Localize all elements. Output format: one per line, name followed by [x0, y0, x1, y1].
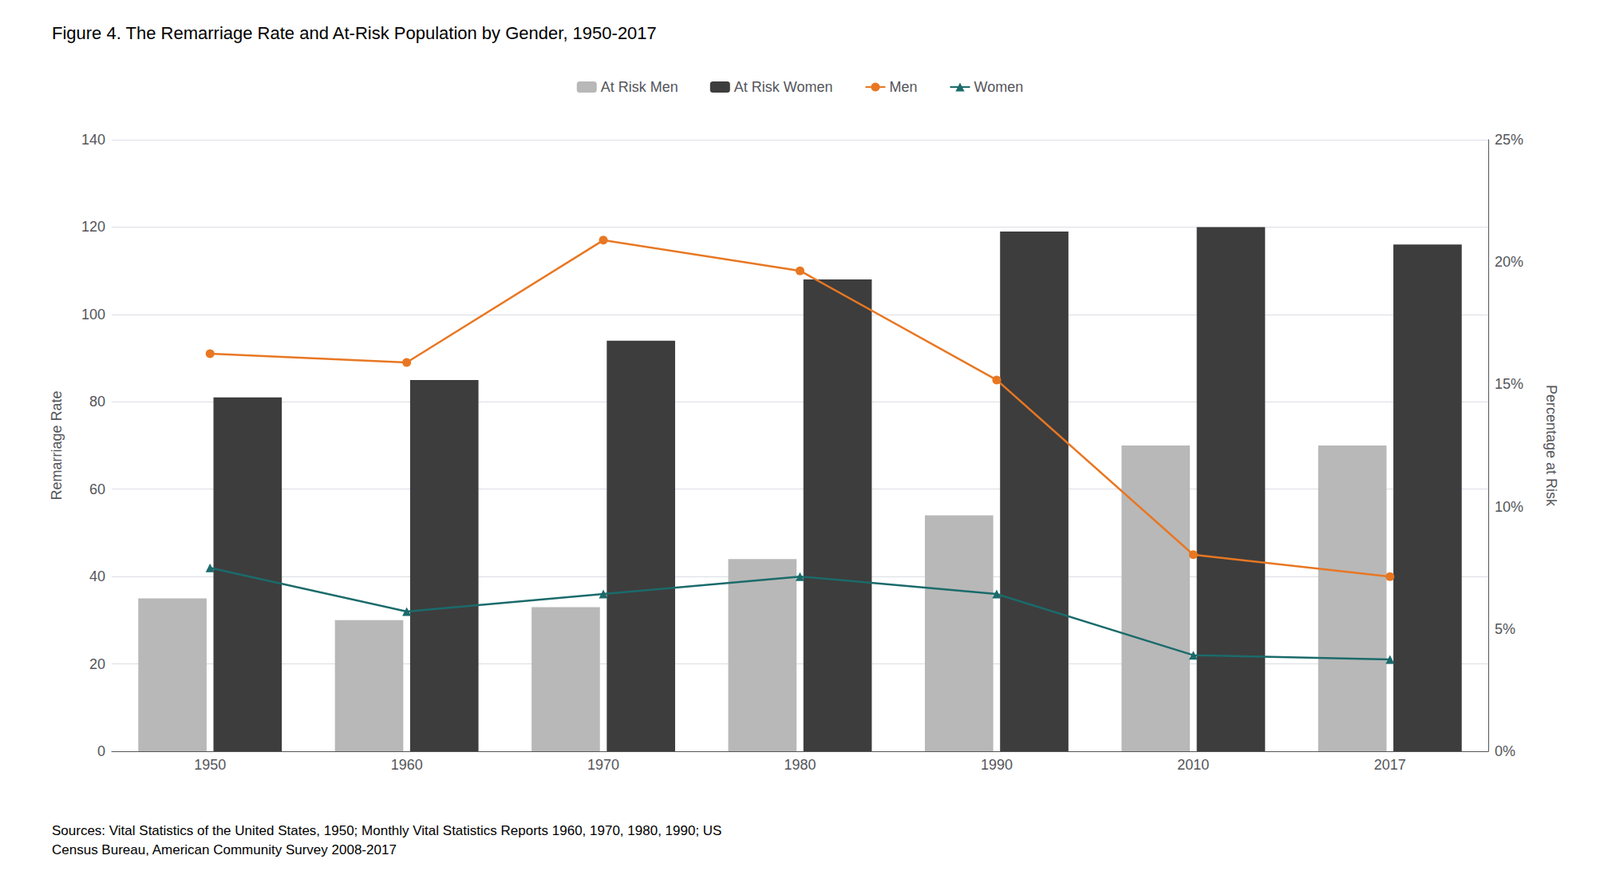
svg-text:Percentage at Risk: Percentage at Risk [1543, 384, 1560, 507]
svg-text:At Risk Men: At Risk Men [600, 79, 679, 95]
svg-text:2010: 2010 [1177, 756, 1209, 773]
svg-text:1970: 1970 [587, 756, 620, 773]
svg-text:40: 40 [89, 568, 106, 585]
svg-text:0: 0 [97, 742, 106, 759]
svg-text:At Risk Women: At Risk Women [734, 79, 834, 95]
svg-text:1990: 1990 [980, 756, 1013, 773]
svg-text:Remarriage Rate: Remarriage Rate [48, 390, 65, 500]
svg-text:15%: 15% [1494, 375, 1524, 392]
svg-text:0%: 0% [1494, 742, 1516, 759]
svg-text:1960: 1960 [391, 756, 423, 773]
svg-text:1980: 1980 [783, 756, 816, 773]
svg-text:Census Bureau, American Commun: Census Bureau, American Community Survey… [51, 841, 397, 858]
svg-text:120: 120 [81, 218, 106, 235]
svg-text:Figure 4. The Remarriage Rate: Figure 4. The Remarriage Rate and At-Ris… [51, 23, 657, 44]
svg-text:80: 80 [89, 393, 106, 410]
svg-text:20%: 20% [1494, 253, 1524, 270]
svg-text:60: 60 [89, 481, 106, 498]
svg-text:10%: 10% [1494, 498, 1524, 515]
svg-text:5%: 5% [1494, 620, 1516, 637]
svg-text:Sources: Vital Statistics of t: Sources: Vital Statistics of the United … [51, 822, 722, 838]
svg-text:140: 140 [81, 131, 106, 148]
svg-text:25%: 25% [1494, 131, 1524, 148]
svg-text:Men: Men [889, 79, 918, 95]
svg-text:1950: 1950 [193, 756, 226, 773]
svg-text:100: 100 [81, 306, 106, 323]
svg-text:2017: 2017 [1374, 756, 1407, 773]
svg-text:20: 20 [89, 655, 106, 672]
svg-text:Women: Women [974, 79, 1024, 95]
